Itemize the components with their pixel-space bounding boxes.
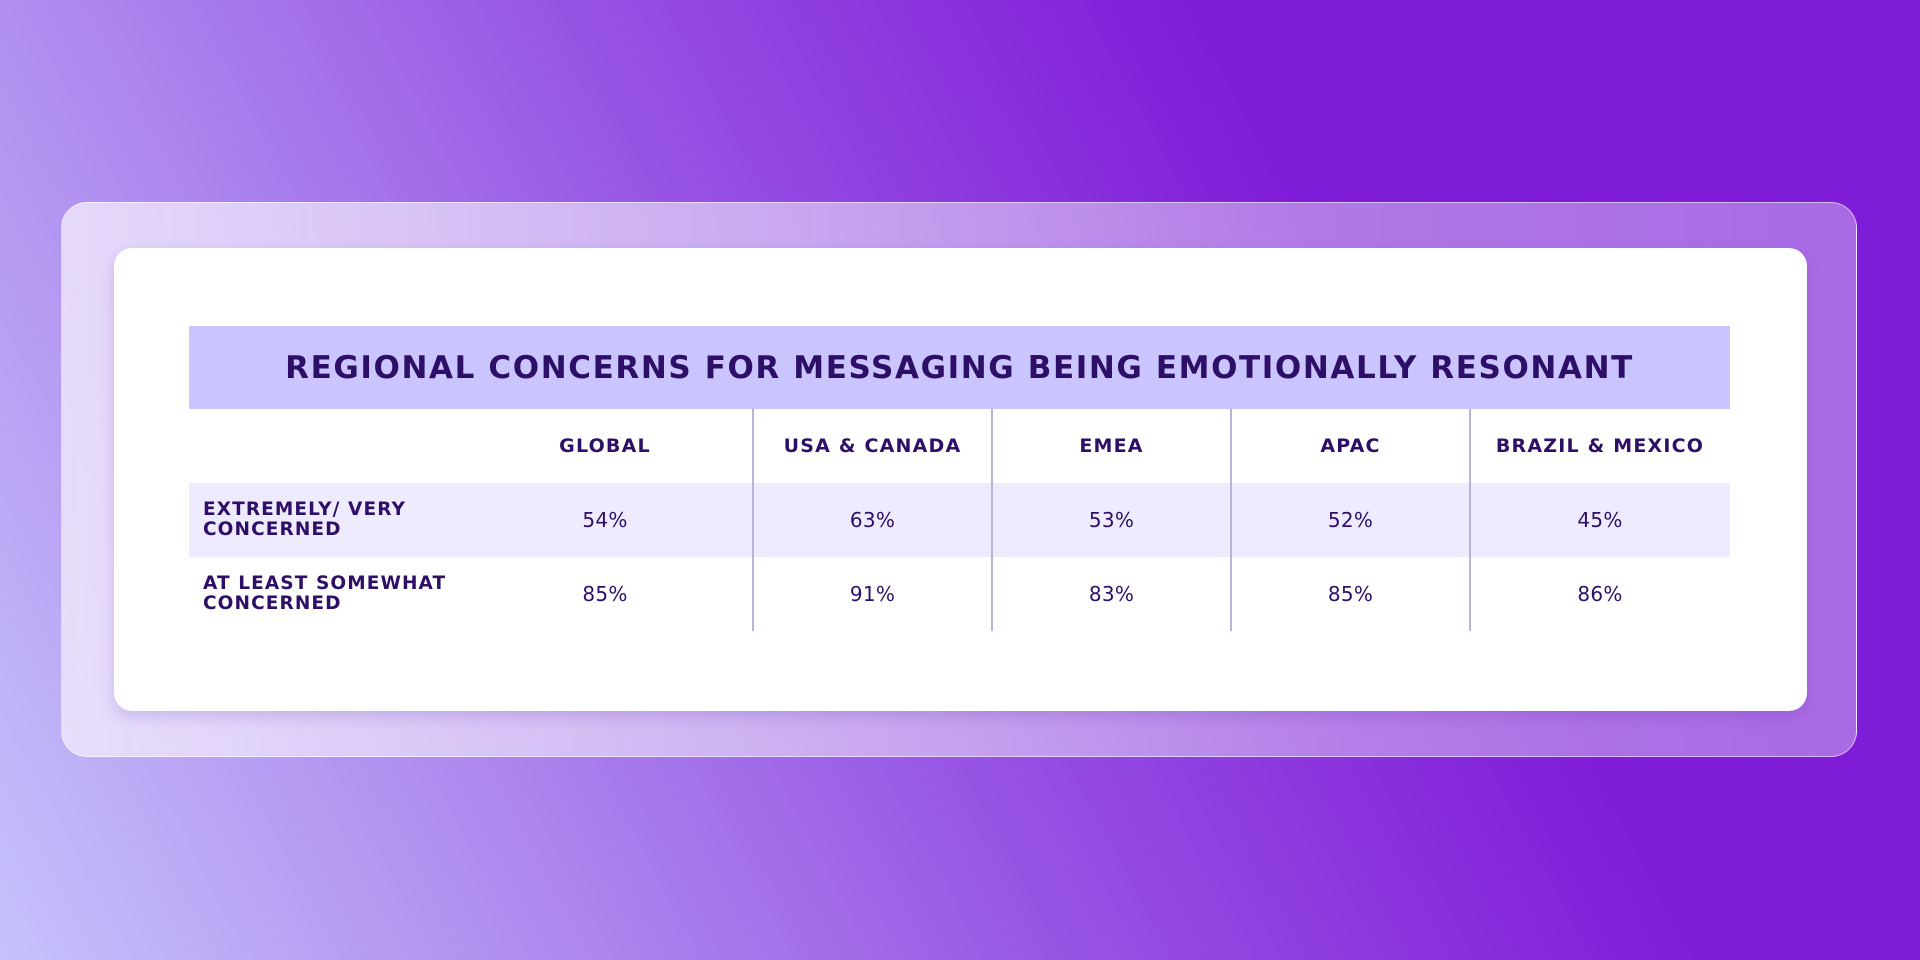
table-cell: 86% [1577, 582, 1623, 606]
table-cell: 91% [849, 582, 896, 606]
row-header-extremely-very: EXTREMELY/ VERY CONCERNED [189, 483, 457, 557]
column-divider [1469, 409, 1471, 631]
table-cell: 54% [457, 483, 753, 557]
table-cell: 63% [753, 483, 992, 557]
column-header-emea: EMEA [1079, 435, 1144, 457]
table-title-bar: REGIONAL CONCERNS FOR MESSAGING BEING EM… [189, 326, 1730, 409]
column-divider [752, 409, 754, 631]
table-cell: 83% [1088, 582, 1135, 606]
column-header-usa-canada: USA & CANADA [783, 435, 962, 457]
corner-cell [189, 409, 457, 483]
column-header-brazil-mexico: BRAZIL & MEXICO [1495, 435, 1705, 457]
table-cell: 52% [1231, 483, 1470, 557]
table-cell: 85% [1327, 582, 1374, 606]
column-divider [1230, 409, 1232, 631]
table-card: REGIONAL CONCERNS FOR MESSAGING BEING EM… [114, 248, 1807, 711]
table-title: REGIONAL CONCERNS FOR MESSAGING BEING EM… [285, 349, 1634, 386]
table-cell: 53% [992, 483, 1231, 557]
concerns-table: REGIONAL CONCERNS FOR MESSAGING BEING EM… [189, 326, 1730, 631]
table-grid: GLOBAL USA & CANADA EMEA APAC BRAZIL & M… [189, 409, 1730, 631]
table-cell: 85% [582, 582, 628, 606]
row-label: EXTREMELY/ VERY CONCERNED [203, 499, 407, 540]
table-cell: 45% [1470, 483, 1730, 557]
column-header-global: GLOBAL [559, 435, 651, 457]
column-header-apac: APAC [1320, 435, 1381, 457]
row-label: AT LEAST SOMEWHAT CONCERNED [203, 573, 447, 614]
row-header-at-least-somewhat: AT LEAST SOMEWHAT CONCERNED [189, 557, 457, 631]
column-divider [991, 409, 993, 631]
